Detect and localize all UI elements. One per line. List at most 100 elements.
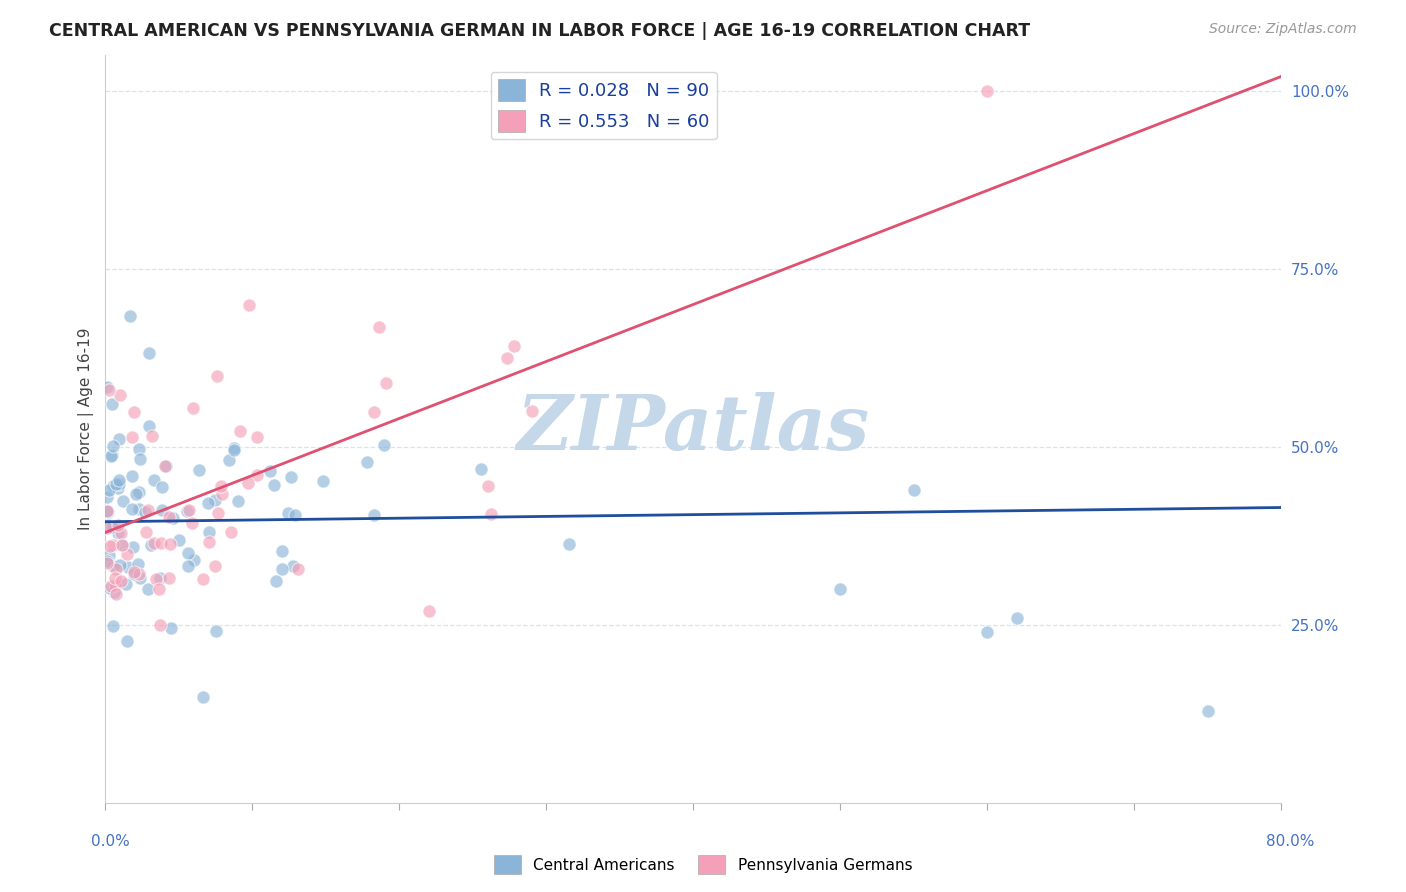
Point: [157, 571, 180, 585]
Point: [238, 298, 260, 312]
Point: [287, 561, 309, 575]
Point: [198, 534, 221, 549]
Point: [139, 538, 162, 552]
Point: [96, 554, 118, 568]
Point: [100, 449, 122, 463]
Point: [107, 526, 129, 541]
Point: [101, 558, 124, 573]
Point: [191, 690, 214, 705]
Point: [180, 516, 202, 530]
Point: [312, 474, 335, 488]
Point: [188, 463, 211, 477]
Point: [97, 383, 120, 397]
Point: [238, 476, 260, 491]
Legend: R = 0.028   N = 90, R = 0.553   N = 60: R = 0.028 N = 90, R = 0.553 N = 60: [491, 71, 717, 139]
Point: [136, 503, 159, 517]
Point: [177, 546, 200, 560]
Point: [115, 634, 138, 648]
Point: [107, 476, 129, 491]
Point: [121, 430, 143, 444]
Text: 80.0%: 80.0%: [1267, 834, 1315, 849]
Point: [1005, 611, 1028, 625]
Point: [98, 581, 121, 595]
Point: [101, 478, 124, 492]
Point: [155, 458, 177, 473]
Point: [176, 504, 198, 518]
Point: [107, 482, 129, 496]
Point: [128, 502, 150, 516]
Point: [135, 525, 157, 540]
Point: [245, 430, 267, 444]
Point: [96, 521, 118, 535]
Point: [155, 458, 177, 473]
Point: [191, 573, 214, 587]
Point: [157, 510, 180, 524]
Point: [104, 587, 127, 601]
Point: [263, 477, 285, 491]
Point: [100, 397, 122, 411]
Point: [97, 548, 120, 562]
Point: [520, 404, 543, 418]
Point: [108, 473, 131, 487]
Point: [103, 584, 125, 599]
Point: [177, 559, 200, 574]
Point: [229, 424, 252, 438]
Text: CENTRAL AMERICAN VS PENNSYLVANIA GERMAN IN LABOR FORCE | AGE 16-19 CORRELATION C: CENTRAL AMERICAN VS PENNSYLVANIA GERMAN …: [49, 22, 1031, 40]
Point: [205, 369, 228, 384]
Point: [356, 455, 378, 469]
Text: 0.0%: 0.0%: [91, 834, 131, 849]
Point: [111, 538, 134, 552]
Point: [138, 346, 160, 360]
Point: [96, 503, 118, 517]
Point: [111, 538, 134, 552]
Point: [149, 535, 172, 549]
Point: [211, 486, 233, 500]
Point: [219, 524, 242, 539]
Point: [976, 84, 998, 98]
Point: [503, 339, 526, 353]
Point: [125, 487, 148, 501]
Point: [222, 443, 245, 458]
Point: [197, 496, 219, 510]
Point: [363, 508, 385, 522]
Point: [1197, 704, 1219, 718]
Point: [218, 452, 240, 467]
Point: [100, 579, 122, 593]
Point: [150, 479, 173, 493]
Point: [368, 319, 391, 334]
Point: [96, 556, 118, 570]
Y-axis label: In Labor Force | Age 16-19: In Labor Force | Age 16-19: [79, 328, 94, 531]
Point: [141, 429, 163, 443]
Point: [108, 558, 131, 573]
Point: [110, 574, 132, 588]
Point: [264, 574, 287, 589]
Point: [150, 503, 173, 517]
Point: [148, 582, 170, 596]
Point: [115, 577, 138, 591]
Point: [136, 582, 159, 596]
Point: [129, 571, 152, 585]
Legend: Central Americans, Pennsylvania Germans: Central Americans, Pennsylvania Germans: [488, 849, 918, 880]
Point: [479, 507, 502, 521]
Point: [120, 309, 142, 323]
Point: [104, 578, 127, 592]
Point: [558, 537, 581, 551]
Point: [127, 557, 149, 571]
Point: [101, 618, 124, 632]
Point: [246, 467, 269, 482]
Point: [198, 525, 221, 540]
Point: [101, 519, 124, 533]
Point: [281, 558, 304, 573]
Point: [107, 432, 129, 446]
Point: [418, 604, 440, 618]
Point: [179, 502, 201, 516]
Point: [145, 573, 167, 587]
Point: [121, 540, 143, 554]
Point: [124, 405, 146, 419]
Point: [110, 525, 132, 540]
Point: [183, 553, 205, 567]
Point: [207, 506, 229, 520]
Point: [470, 462, 492, 476]
Point: [259, 464, 281, 478]
Point: [96, 504, 118, 518]
